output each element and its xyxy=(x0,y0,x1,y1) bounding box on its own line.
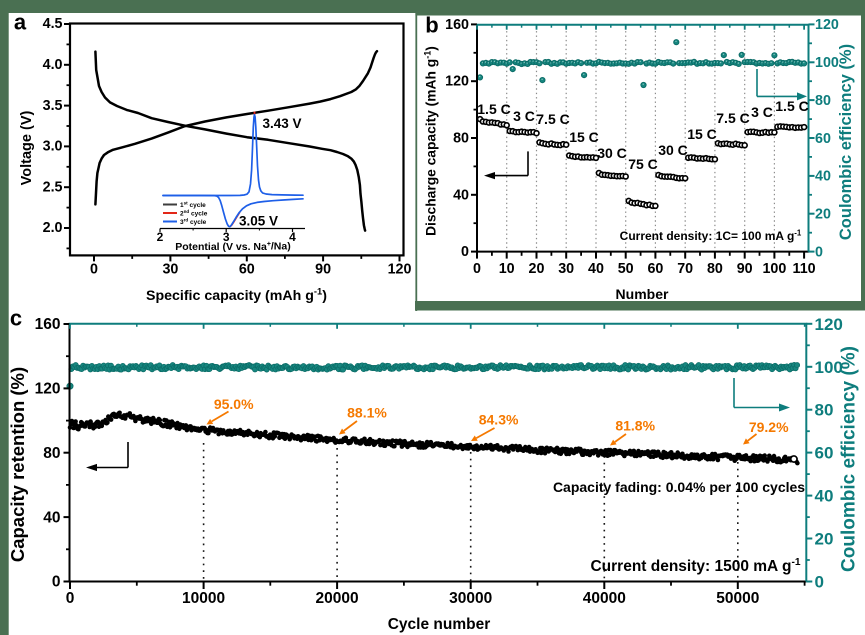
svg-text:160: 160 xyxy=(445,17,469,33)
svg-text:120: 120 xyxy=(445,74,469,90)
svg-text:40: 40 xyxy=(815,487,834,506)
svg-text:3.43 V: 3.43 V xyxy=(262,116,301,131)
svg-text:30 C: 30 C xyxy=(658,142,688,158)
svg-text:15 C: 15 C xyxy=(687,126,717,142)
svg-text:a: a xyxy=(14,10,27,35)
svg-text:c: c xyxy=(10,306,22,331)
svg-text:30 C: 30 C xyxy=(597,145,627,161)
svg-text:1.5 C: 1.5 C xyxy=(775,98,808,114)
svg-text:20000: 20000 xyxy=(316,590,359,607)
svg-text:60: 60 xyxy=(815,131,831,147)
svg-text:60: 60 xyxy=(647,261,663,277)
svg-text:2.5: 2.5 xyxy=(43,179,63,195)
svg-text:Discharge capacity (mAh g-1): Discharge capacity (mAh g-1) xyxy=(422,46,438,236)
svg-text:7.5 C: 7.5 C xyxy=(536,111,569,127)
svg-text:95.0%: 95.0% xyxy=(214,396,254,412)
svg-text:b: b xyxy=(425,13,438,38)
svg-text:80: 80 xyxy=(453,131,469,147)
svg-text:4.0: 4.0 xyxy=(43,57,63,73)
svg-text:70: 70 xyxy=(677,261,693,277)
svg-text:Voltage (V): Voltage (V) xyxy=(19,111,35,186)
svg-text:3rd cycle: 3rd cycle xyxy=(180,218,207,226)
svg-text:90: 90 xyxy=(737,261,753,277)
svg-text:80: 80 xyxy=(815,93,831,109)
svg-text:3 C: 3 C xyxy=(751,104,773,120)
svg-text:120: 120 xyxy=(815,17,839,33)
svg-text:Potential (V vs. Na+/Na): Potential (V vs. Na+/Na) xyxy=(175,241,290,254)
svg-text:84.3%: 84.3% xyxy=(479,411,519,427)
svg-text:40: 40 xyxy=(588,261,604,277)
svg-text:40: 40 xyxy=(43,509,60,526)
svg-text:10000: 10000 xyxy=(182,590,225,607)
svg-text:80: 80 xyxy=(707,261,723,277)
svg-text:3: 3 xyxy=(223,230,230,244)
svg-text:30: 30 xyxy=(162,262,178,278)
svg-text:Current density: 1C= 100 mA g-: Current density: 1C= 100 mA g-1 xyxy=(620,228,802,243)
svg-text:3.0: 3.0 xyxy=(43,139,63,155)
svg-text:Capacity fading: 0.04% per 100: Capacity fading: 0.04% per 100 cycles xyxy=(553,479,805,495)
svg-text:7.5 C: 7.5 C xyxy=(716,110,749,126)
svg-text:Specific capacity (mAh g-1): Specific capacity (mAh g-1) xyxy=(146,285,327,303)
svg-text:1st cycle: 1st cycle xyxy=(180,201,206,209)
svg-text:2: 2 xyxy=(157,230,164,244)
svg-text:100: 100 xyxy=(762,261,786,277)
svg-text:60: 60 xyxy=(239,262,255,278)
svg-text:4: 4 xyxy=(289,230,296,244)
svg-text:120: 120 xyxy=(35,381,61,398)
svg-text:3.05 V: 3.05 V xyxy=(239,214,278,229)
svg-text:15 C: 15 C xyxy=(569,129,599,145)
svg-text:Current density: 1500 mA g-1: Current density: 1500 mA g-1 xyxy=(590,557,800,575)
svg-text:1.5 C: 1.5 C xyxy=(477,101,510,117)
svg-text:0: 0 xyxy=(461,244,469,260)
svg-text:2nd cycle: 2nd cycle xyxy=(180,209,208,217)
svg-text:60: 60 xyxy=(815,444,834,463)
svg-text:50000: 50000 xyxy=(716,590,759,607)
svg-text:20: 20 xyxy=(815,207,831,223)
svg-text:3 C: 3 C xyxy=(513,108,535,124)
svg-text:20: 20 xyxy=(529,261,545,277)
svg-text:75 C: 75 C xyxy=(628,156,658,172)
svg-text:88.1%: 88.1% xyxy=(347,405,387,421)
svg-text:Coulombic efficiency (%): Coulombic efficiency (%) xyxy=(837,44,855,240)
svg-text:Coulombic efficiency (%): Coulombic efficiency (%) xyxy=(839,346,860,572)
svg-text:80: 80 xyxy=(43,445,60,462)
svg-text:40: 40 xyxy=(453,187,469,203)
svg-text:20: 20 xyxy=(815,530,834,549)
svg-text:81.8%: 81.8% xyxy=(615,417,655,433)
svg-text:50: 50 xyxy=(618,261,634,277)
svg-text:Capacity retention (%): Capacity retention (%) xyxy=(7,367,28,562)
svg-text:120: 120 xyxy=(815,315,843,334)
svg-text:0: 0 xyxy=(815,244,823,260)
svg-text:80: 80 xyxy=(815,401,834,420)
svg-text:100: 100 xyxy=(815,55,839,71)
svg-text:Number: Number xyxy=(616,286,669,302)
svg-text:0: 0 xyxy=(52,574,61,591)
svg-text:100: 100 xyxy=(815,358,843,377)
svg-text:0: 0 xyxy=(90,262,98,278)
svg-text:40000: 40000 xyxy=(583,590,626,607)
svg-text:120: 120 xyxy=(388,262,412,278)
svg-text:2.0: 2.0 xyxy=(43,220,63,236)
svg-text:Cycle number: Cycle number xyxy=(388,616,491,633)
svg-text:10: 10 xyxy=(499,261,515,277)
svg-text:30: 30 xyxy=(558,261,574,277)
svg-text:4.5: 4.5 xyxy=(43,16,63,32)
svg-text:40: 40 xyxy=(815,169,831,185)
svg-text:0: 0 xyxy=(66,590,75,607)
svg-text:160: 160 xyxy=(35,316,61,333)
svg-text:30000: 30000 xyxy=(449,590,492,607)
svg-text:0: 0 xyxy=(473,261,481,277)
svg-text:90: 90 xyxy=(315,262,331,278)
svg-text:79.2%: 79.2% xyxy=(749,419,789,435)
svg-text:3.5: 3.5 xyxy=(43,98,63,114)
svg-text:0: 0 xyxy=(815,573,824,592)
svg-text:110: 110 xyxy=(793,261,816,277)
